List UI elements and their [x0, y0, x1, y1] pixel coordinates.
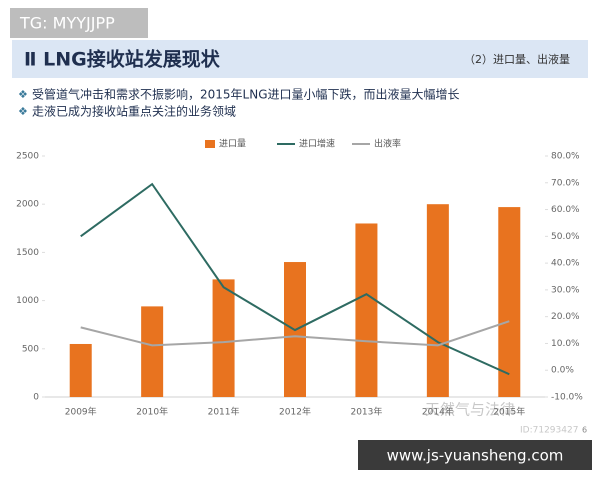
y2-tick-label: 60.0% [551, 205, 580, 215]
y2-tick-label: 0.0% [551, 366, 574, 376]
bar [141, 306, 164, 397]
bullet: 受管道气冲击和需求不振影响，2015年LNG进口量小幅下跌，而出液量大幅增长 [32, 87, 460, 102]
bar [212, 279, 235, 397]
page-number: 6 [582, 426, 587, 435]
tag-box [10, 8, 148, 38]
y2-tick-label: 40.0% [551, 259, 580, 269]
x-tick-label: 2010年 [136, 406, 168, 418]
bullet: 走液已成为接收站重点关注的业务领域 [32, 104, 236, 119]
footer-url: www.js-yuansheng.com [387, 447, 564, 465]
y2-tick-label: 10.0% [551, 339, 580, 349]
tag: TG: MYYJJPP [19, 14, 115, 33]
y-tick-label: 500 [22, 344, 39, 354]
title-bar [12, 40, 588, 78]
y-tick-label: 0 [33, 393, 39, 403]
bar [69, 343, 92, 397]
watermark-id: ID:71293427 [520, 426, 578, 436]
slide-title: Ⅱ LNG接收站发展现状 [24, 48, 221, 71]
bar [498, 207, 521, 397]
footer-box [358, 440, 592, 470]
y-tick-label: 1500 [16, 248, 39, 258]
y2-tick-label: -10.0% [551, 393, 583, 403]
y2-tick-label: 50.0% [551, 232, 580, 242]
x-tick-label: 2014年 [422, 406, 454, 418]
line [80, 182, 510, 376]
x-tick-label: 2009年 [65, 406, 97, 418]
y2-tick-label: 30.0% [551, 285, 580, 295]
y-tick-label: 2500 [16, 152, 39, 162]
x-tick-label: 2012年 [279, 406, 311, 418]
y-tick-label: 2000 [16, 200, 39, 210]
y2-tick-label: 20.0% [551, 312, 580, 322]
legend-label: 出液率 [374, 138, 401, 150]
bullet-icon: ❖ [18, 105, 28, 118]
x-tick-label: 2011年 [208, 406, 240, 418]
x-tick-label: 2013年 [350, 406, 382, 418]
y2-tick-label: 70.0% [551, 178, 580, 188]
slide-subtitle: （2）进口量、出液量 [464, 52, 570, 66]
legend-label: 进口量 [219, 139, 246, 150]
watermark: 天然气与法律 [425, 401, 515, 419]
line [80, 320, 510, 347]
legend-swatch [205, 140, 215, 148]
y2-tick-label: 80.0% [551, 152, 580, 162]
legend-label: 进口增速 [299, 138, 335, 150]
bar [355, 223, 378, 397]
bullet-icon: ❖ [18, 88, 28, 101]
y-tick-label: 1000 [16, 296, 39, 306]
x-tick-label: 2015年 [493, 406, 525, 418]
bar [426, 204, 449, 397]
